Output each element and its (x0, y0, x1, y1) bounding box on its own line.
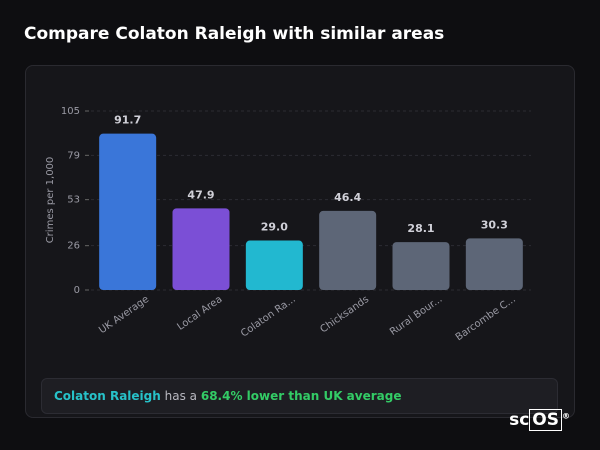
x-tick-label: Colaton Ra... (239, 294, 298, 340)
y-tick-label: 26 (67, 241, 80, 252)
y-tick-label: 53 (67, 195, 80, 206)
value-label: 28.1 (407, 222, 434, 235)
logo-boxed: OS (529, 409, 562, 431)
x-tick-label: UK Average (97, 294, 151, 336)
value-label: 29.0 (261, 221, 288, 234)
value-label: 30.3 (481, 218, 508, 231)
y-tick-label: 105 (61, 106, 80, 117)
bar (172, 208, 230, 290)
value-label: 91.7 (114, 114, 141, 127)
x-tick-label: Local Area (175, 294, 224, 333)
logo: sc OS ® (509, 409, 570, 431)
page-title: Compare Colaton Raleigh with similar are… (24, 24, 445, 44)
y-tick-label: 79 (67, 150, 80, 161)
summary: Colaton Raleigh has a 68.4% lower than U… (41, 378, 558, 414)
bar (245, 240, 303, 290)
bar (99, 133, 157, 290)
x-tick-label: Barcombe C... (454, 294, 518, 343)
summary-comparison: 68.4% lower than UK average (200, 389, 402, 403)
y-axis-label: Crimes per 1,000 (45, 157, 56, 244)
summary-area: Colaton Raleigh (54, 389, 161, 403)
value-label: 46.4 (334, 191, 361, 204)
logo-mark: ® (562, 411, 570, 421)
bar (319, 210, 377, 290)
x-tick-label: Rural Bour... (388, 294, 444, 338)
bar (392, 242, 450, 290)
bar (465, 238, 523, 290)
summary-connector: has a (164, 389, 198, 403)
logo-prefix: sc (509, 410, 530, 430)
y-tick-label: 0 (74, 285, 80, 296)
x-tick-label: Chicksands (318, 294, 371, 335)
value-label: 47.9 (187, 188, 214, 201)
